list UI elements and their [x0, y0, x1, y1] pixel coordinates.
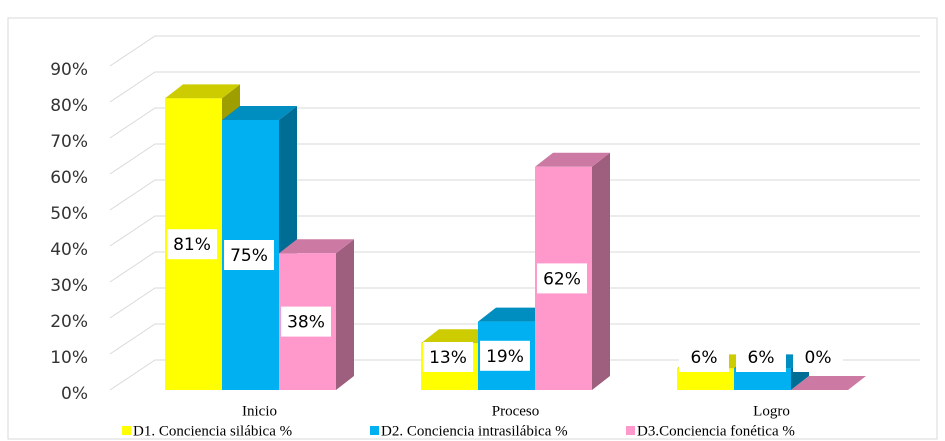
grid-line [109, 143, 920, 175]
bar-front [734, 368, 791, 390]
value-label-box [281, 306, 331, 337]
value-label-box [224, 240, 274, 270]
legend-label: D3.Conciencia fonética % [637, 423, 795, 439]
value-label: 81% [173, 235, 211, 255]
grid-line [109, 35, 920, 67]
grid-line [109, 251, 920, 283]
grid-line [109, 107, 920, 139]
y-tick-label: 30% [50, 276, 88, 296]
value-label: 13% [429, 348, 467, 368]
legend-label: D1. Conciencia silábica % [133, 423, 292, 439]
x-tick-label: Inicio [242, 403, 277, 419]
value-label-box [480, 340, 530, 371]
value-label: 75% [230, 246, 268, 266]
bar-top [222, 106, 297, 120]
value-label: 62% [543, 269, 581, 289]
bar-front [677, 368, 734, 390]
bar-side [336, 239, 354, 390]
y-tick-label: 50% [50, 204, 88, 224]
grid-line [109, 71, 920, 103]
x-tick-label: Logro [753, 403, 790, 419]
bar-top [165, 84, 240, 99]
y-tick-label: 0% [61, 384, 88, 404]
grid-line [109, 179, 920, 211]
value-label-box [679, 342, 729, 372]
bar-top [421, 329, 496, 344]
legend-swatch [122, 426, 131, 435]
bar-top [478, 307, 553, 322]
grid-line [109, 323, 920, 355]
legend-swatch [370, 426, 379, 435]
value-label: 6% [748, 348, 775, 368]
value-label: 0% [805, 348, 832, 368]
value-label: 38% [287, 313, 325, 333]
value-label-box [736, 342, 786, 372]
y-tick-label: 60% [50, 168, 88, 188]
y-tick-label: 90% [50, 60, 88, 80]
bar-top [535, 152, 610, 167]
value-label-box [793, 342, 843, 372]
grid-line [109, 359, 920, 391]
value-label-box [423, 342, 473, 372]
y-tick-label: 40% [50, 240, 88, 260]
value-label: 6% [691, 348, 718, 368]
value-label-box [537, 263, 587, 294]
y-tick-label: 10% [50, 348, 88, 368]
legend-swatch [626, 426, 635, 435]
bar-top [791, 376, 866, 390]
bar-side [592, 152, 610, 390]
grid-line [109, 287, 920, 319]
x-tick-label: Proceso [492, 403, 540, 419]
bar-top [279, 239, 354, 254]
y-tick-label: 70% [50, 132, 88, 152]
value-label-box [167, 229, 217, 260]
legend-label: D2. Conciencia intrasilábica % [381, 423, 568, 439]
value-label: 19% [486, 347, 524, 367]
y-tick-label: 80% [50, 96, 88, 116]
bar [791, 376, 866, 390]
grid-line [109, 215, 920, 247]
y-tick-label: 20% [50, 312, 88, 332]
